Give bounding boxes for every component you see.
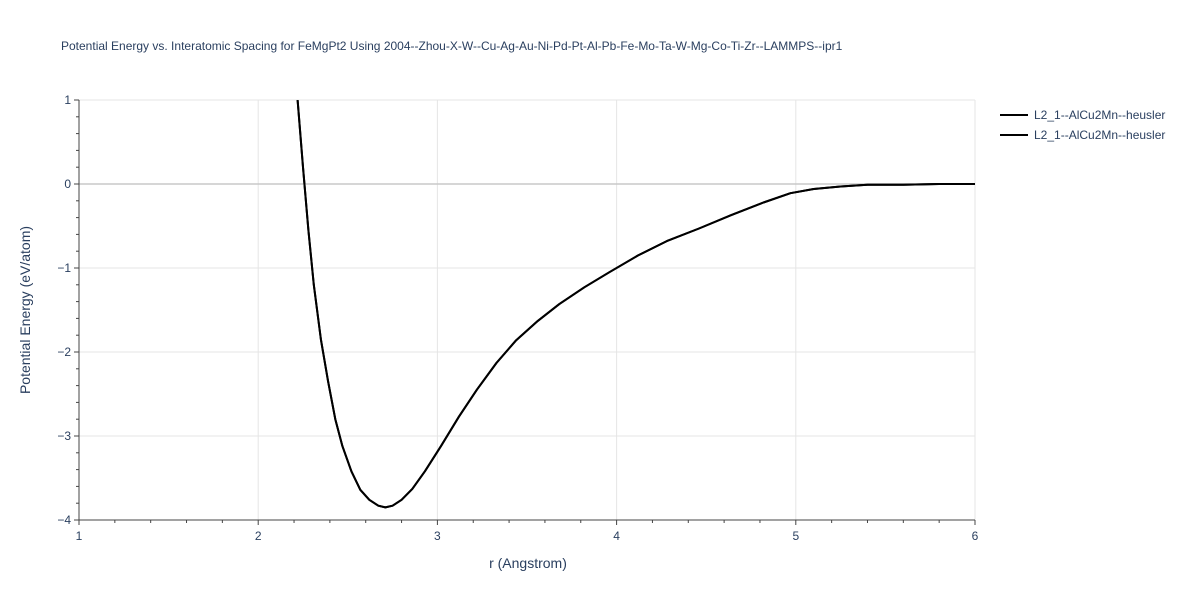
legend-item-2[interactable]: L2_1--AlCu2Mn--heusler [1000,128,1165,142]
series-line-1 [296,100,975,509]
x-tick-label: 6 [972,529,979,543]
x-axis-title: r (Angstrom) [489,555,567,571]
y-tick-label: −1 [57,261,71,275]
x-tick-label: 4 [613,529,620,543]
x-tick-label: 5 [792,529,799,543]
y-tick-label: −3 [57,429,71,443]
axis-layer: 1 2 3 4 5 6 1 0 −1 −2 −3 −4 [57,93,978,543]
y-tick-label: 0 [64,177,71,191]
legend-label: L2_1--AlCu2Mn--heusler [1034,128,1165,142]
x-tick-label: 2 [255,529,262,543]
series-line-2 [296,100,975,509]
grid-layer [79,99,976,520]
legend-label: L2_1--AlCu2Mn--heusler [1034,108,1165,122]
series-layer [296,100,975,509]
x-tick-label: 3 [434,529,441,543]
x-tick-label: 1 [76,529,83,543]
legend[interactable]: L2_1--AlCu2Mn--heusler L2_1--AlCu2Mn--heu… [1000,108,1165,142]
y-axis-title: Potential Energy (eV/atom) [17,226,33,394]
chart-title: Potential Energy vs. Interatomic Spacing… [61,39,843,53]
legend-item-1[interactable]: L2_1--AlCu2Mn--heusler [1000,108,1165,122]
y-tick-label: −2 [57,345,71,359]
y-tick-label: −4 [57,513,71,527]
y-tick-label: 1 [64,93,71,107]
